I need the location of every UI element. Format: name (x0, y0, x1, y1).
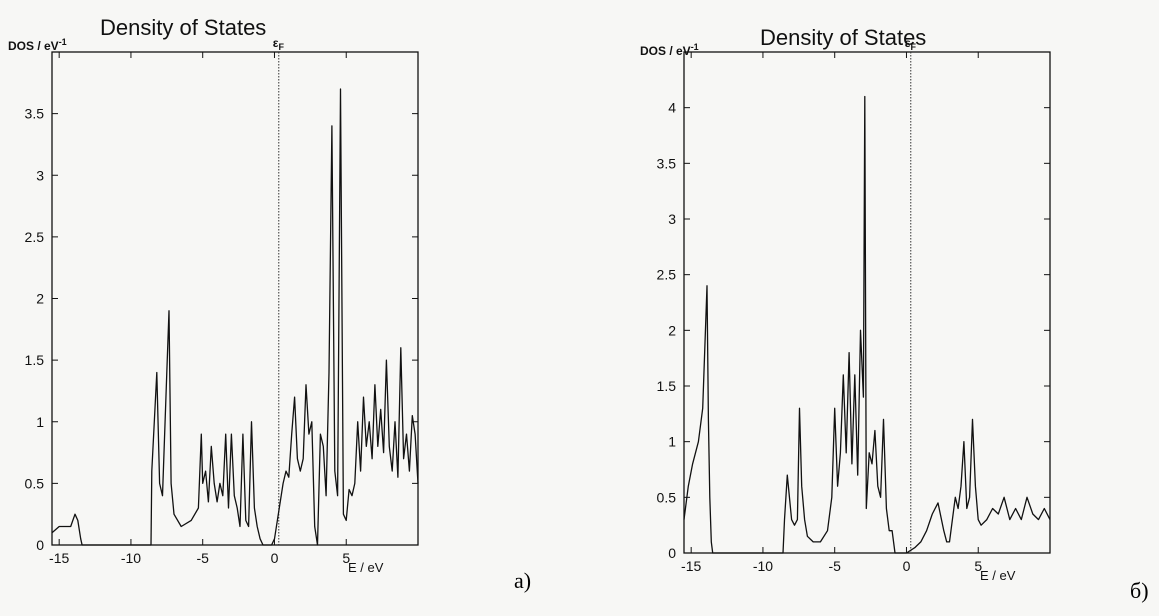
x-tick-label: 0 (903, 558, 911, 574)
x-tick-label: -5 (828, 558, 841, 574)
x-tick-label: -10 (121, 550, 141, 566)
y-axis-label: DOS / eV-1 (640, 42, 699, 58)
dos-panel-b: 0 0.5 1 1.5 2 2.5 3 3.5 4 -15 -10 -5 0 5 Density of St… (640, 25, 1051, 583)
y-axis-label: DOS / eV-1 (8, 37, 67, 53)
x-tick-label: -5 (196, 550, 209, 566)
fermi-level-subscript: F (278, 42, 284, 52)
chart-title: Density of States (760, 25, 926, 50)
y-tick-label: 0 (668, 545, 676, 561)
y-tick-label: 1 (668, 434, 676, 450)
dos-series-line (51, 88, 419, 546)
y-tick-label: 3 (668, 211, 676, 227)
y-tick-label: 1 (36, 414, 44, 430)
fermi-level-subscript: F (910, 42, 916, 52)
dos-series-line (683, 95, 1051, 554)
x-tick-label: 5 (974, 558, 982, 574)
y-tick-label: 2.5 (657, 267, 677, 283)
dos-panel-a: 0 0.5 1 1.5 2 2.5 3 3.5 -15 -10 -5 0 5 Density of Sta… (8, 15, 419, 575)
x-tick-label: 5 (342, 550, 350, 566)
y-tick-label: 3 (36, 167, 44, 183)
x-tick-label: -10 (753, 558, 773, 574)
y-tick-label: 3.5 (657, 155, 677, 171)
chart-title: Density of States (100, 15, 266, 40)
y-tick-label: 0 (36, 537, 44, 553)
y-tick-label: 0.5 (657, 489, 677, 505)
y-tick-label: 2 (36, 291, 44, 307)
y-axis-label-superscript: -1 (691, 42, 699, 52)
y-tick-label: 3.5 (25, 106, 45, 122)
x-tick-label: -15 (49, 550, 69, 566)
panel-letter-b: б) (1130, 578, 1149, 603)
y-tick-label: 0.5 (25, 475, 45, 491)
x-axis-label: E / eV (348, 560, 384, 575)
y-tick-label: 2.5 (25, 229, 45, 245)
y-tick-label: 4 (668, 100, 676, 116)
x-tick-label: -15 (681, 558, 701, 574)
fermi-level-label: εF (905, 36, 917, 52)
x-axis-label: E / eV (980, 568, 1016, 583)
y-axis-label-superscript: -1 (59, 37, 67, 47)
x-tick-label: 0 (271, 550, 279, 566)
y-tick-label: 2 (668, 322, 676, 338)
panel-letter-a: a) (514, 568, 532, 593)
plot-frame (51, 51, 419, 546)
y-tick-label: 1.5 (657, 378, 677, 394)
plot-frame (683, 51, 1051, 554)
y-tick-label: 1.5 (25, 352, 45, 368)
fermi-level-label: εF (273, 36, 285, 52)
